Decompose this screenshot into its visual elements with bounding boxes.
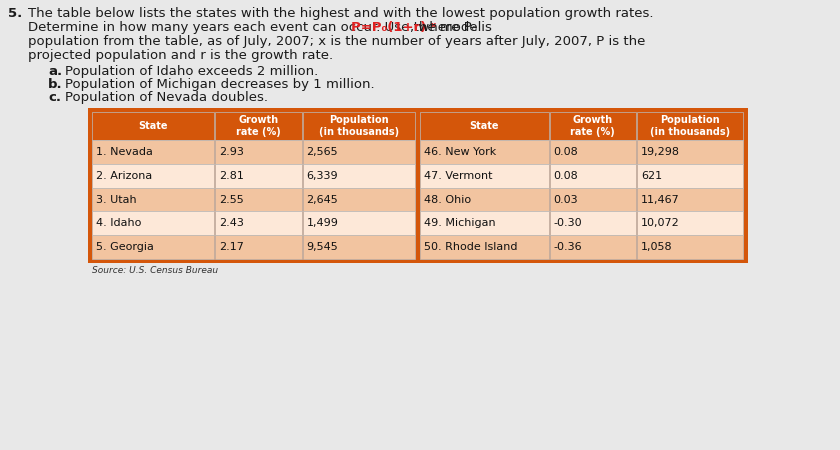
Text: Growth
rate (%): Growth rate (%) [570, 115, 615, 137]
Text: 2.55: 2.55 [219, 194, 244, 204]
Bar [92, 235, 214, 259]
Text: -0.36: -0.36 [554, 242, 582, 252]
Bar [549, 164, 636, 188]
Bar [549, 235, 636, 259]
Text: 2,645: 2,645 [307, 194, 339, 204]
Text: 5. Georgia: 5. Georgia [96, 242, 154, 252]
Text: b.: b. [48, 78, 63, 91]
Bar [215, 235, 302, 259]
Text: 47. Vermont: 47. Vermont [424, 171, 492, 181]
Bar [637, 235, 743, 259]
Text: 6,339: 6,339 [307, 171, 339, 181]
Text: 5.: 5. [8, 7, 22, 20]
Bar [420, 188, 549, 212]
Text: 50. Rhode Island: 50. Rhode Island [424, 242, 517, 252]
Bar [302, 212, 415, 235]
Text: 1,499: 1,499 [307, 218, 339, 228]
Bar [420, 164, 549, 188]
Text: 10,072: 10,072 [641, 218, 680, 228]
Text: 49. Michigan: 49. Michigan [424, 218, 496, 228]
Text: population from the table, as of July, 2007; x is the number of years after July: population from the table, as of July, 2… [28, 35, 645, 48]
Bar [302, 112, 415, 140]
Bar [549, 212, 636, 235]
Text: State: State [470, 121, 499, 131]
Text: -0.30: -0.30 [554, 218, 582, 228]
Text: 1,058: 1,058 [641, 242, 673, 252]
Bar [302, 164, 415, 188]
Bar [637, 112, 743, 140]
Bar [215, 164, 302, 188]
Text: 0.08: 0.08 [554, 147, 579, 157]
Text: 2.93: 2.93 [219, 147, 244, 157]
Bar [420, 112, 549, 140]
Bar [88, 108, 748, 263]
Bar [215, 212, 302, 235]
Text: c.: c. [48, 91, 61, 104]
Text: a.: a. [48, 65, 62, 78]
Text: 48. Ohio: 48. Ohio [424, 194, 471, 204]
Bar [637, 164, 743, 188]
Text: Population
(in thousands): Population (in thousands) [650, 115, 730, 137]
Text: 4. Idaho: 4. Idaho [96, 218, 141, 228]
Text: 9,545: 9,545 [307, 242, 339, 252]
Text: Population of Nevada doubles.: Population of Nevada doubles. [65, 91, 268, 104]
Text: projected population and r is the growth rate.: projected population and r is the growth… [28, 49, 333, 62]
Text: The table below lists the states with the highest and with the lowest population: The table below lists the states with th… [28, 7, 654, 20]
Bar [549, 112, 636, 140]
Bar [92, 164, 214, 188]
Bar [92, 140, 214, 164]
Bar [549, 188, 636, 212]
Text: 11,467: 11,467 [641, 194, 680, 204]
Bar [420, 235, 549, 259]
Bar [92, 188, 214, 212]
Text: 2. Arizona: 2. Arizona [96, 171, 152, 181]
Bar [302, 140, 415, 164]
Text: 0.08: 0.08 [554, 171, 579, 181]
Text: 46. New York: 46. New York [424, 147, 496, 157]
Bar [215, 112, 302, 140]
Bar [637, 212, 743, 235]
Text: Determine in how many years each event can occur. Use the model: Determine in how many years each event c… [28, 21, 486, 34]
Bar [302, 235, 415, 259]
Text: Population of Michigan decreases by 1 million.: Population of Michigan decreases by 1 mi… [65, 78, 375, 91]
Bar [420, 212, 549, 235]
Bar [92, 212, 214, 235]
Text: 2.17: 2.17 [219, 242, 244, 252]
Bar [215, 140, 302, 164]
Text: 621: 621 [641, 171, 662, 181]
Bar [215, 188, 302, 212]
Bar [302, 188, 415, 212]
Text: Population
(in thousands): Population (in thousands) [318, 115, 399, 137]
Text: 1. Nevada: 1. Nevada [96, 147, 153, 157]
Text: P=P₀(1+r) ˣ: P=P₀(1+r) ˣ [351, 21, 437, 34]
Bar [637, 140, 743, 164]
Text: 2.43: 2.43 [219, 218, 244, 228]
Text: 3. Utah: 3. Utah [96, 194, 137, 204]
Text: , where P₀ is: , where P₀ is [410, 21, 491, 34]
Bar [420, 140, 549, 164]
Text: 19,298: 19,298 [641, 147, 680, 157]
Text: 2.81: 2.81 [219, 171, 244, 181]
Bar [549, 140, 636, 164]
Bar [92, 112, 214, 140]
Text: 0.03: 0.03 [554, 194, 578, 204]
Text: Growth
rate (%): Growth rate (%) [236, 115, 281, 137]
Text: Source: U.S. Census Bureau: Source: U.S. Census Bureau [92, 266, 218, 275]
Bar [637, 188, 743, 212]
Text: Population of Idaho exceeds 2 million.: Population of Idaho exceeds 2 million. [65, 65, 318, 78]
Text: 2,565: 2,565 [307, 147, 339, 157]
Text: State: State [139, 121, 168, 131]
